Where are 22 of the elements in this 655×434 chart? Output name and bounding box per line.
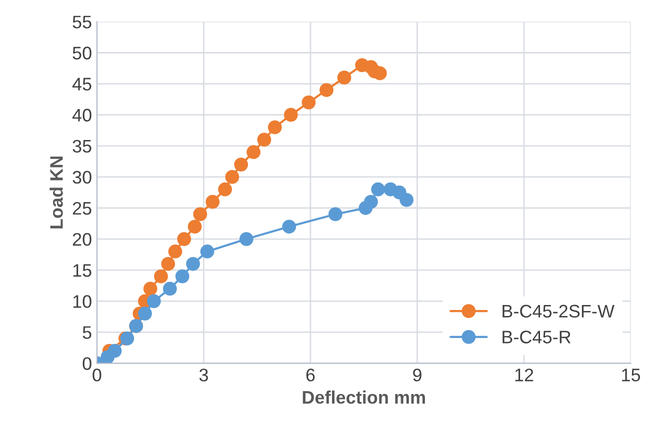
legend-label: B-C45-R xyxy=(502,330,571,344)
y-tick-label: 15 xyxy=(73,264,92,277)
y-tick-label: 30 xyxy=(72,170,92,184)
x-tick-label: 6 xyxy=(306,368,315,382)
y-tick-label: 40 xyxy=(72,108,92,122)
y-tick-label: 20 xyxy=(72,232,92,246)
y-axis-title: Load KN xyxy=(50,156,63,228)
y-tick-label: 10 xyxy=(73,295,92,308)
x-tick-label: 0 xyxy=(92,368,102,382)
x-tick-label: 15 xyxy=(622,368,640,382)
x-tick-label: 12 xyxy=(515,368,534,382)
y-tick-label: 25 xyxy=(72,202,92,215)
y-tick-label: 5 xyxy=(82,326,92,339)
legend-label: B-C45-2SF-W xyxy=(502,304,614,318)
y-tick-label: 0 xyxy=(82,357,92,370)
y-tick-label: 35 xyxy=(72,140,92,153)
y-tick-label: 55 xyxy=(72,16,92,28)
y-tick-label: 50 xyxy=(72,46,92,60)
y-tick-label: 45 xyxy=(72,78,92,91)
x-tick-label: 9 xyxy=(413,368,422,382)
x-axis-title: Deflection mm xyxy=(302,390,425,404)
x-tick-label: 3 xyxy=(199,368,208,382)
